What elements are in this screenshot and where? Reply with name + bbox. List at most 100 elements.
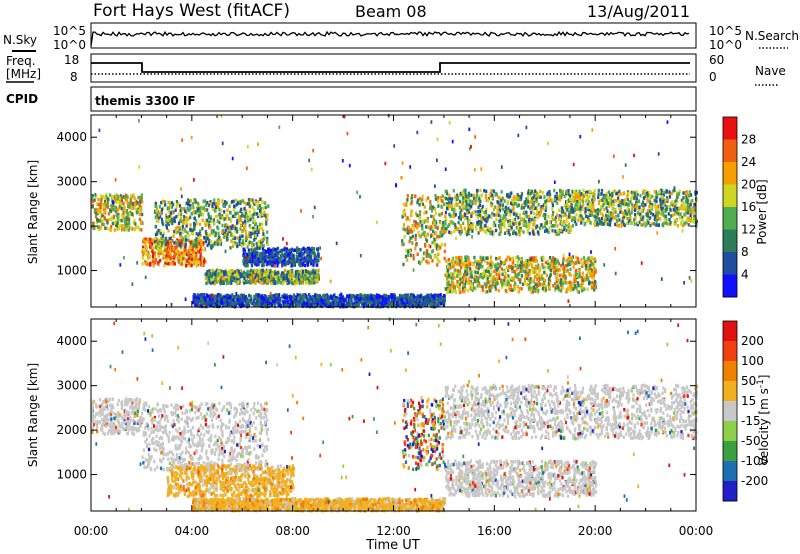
range-cell [444, 214, 447, 219]
range-cell [452, 260, 455, 265]
range-cell [430, 205, 433, 210]
range-cell [237, 274, 240, 279]
range-cell [535, 212, 538, 217]
range-cell [481, 209, 484, 213]
range-cell [583, 277, 586, 281]
range-cell [468, 225, 471, 229]
range-cell [308, 246, 311, 251]
range-cell [258, 222, 262, 227]
range-cell [578, 189, 581, 194]
range-cell [522, 264, 525, 268]
range-cell [156, 238, 159, 243]
range-cell [264, 252, 267, 257]
range-cell [537, 263, 540, 267]
range-cell [642, 191, 645, 195]
range-cell [526, 263, 529, 267]
range-cell [639, 194, 642, 198]
range-cell [122, 202, 125, 206]
range-cell [250, 270, 253, 274]
range-cell [642, 207, 645, 211]
range-cell [199, 241, 202, 245]
range-cell [510, 266, 514, 271]
range-cell [141, 262, 144, 266]
range-cell [248, 259, 251, 263]
range-cell [263, 210, 266, 215]
range-cell [587, 267, 590, 271]
range-cell [94, 208, 97, 212]
range-cell [593, 257, 596, 261]
range-cell [123, 214, 126, 218]
range-cell [458, 274, 461, 278]
range-cell [450, 200, 453, 205]
range-cell [614, 222, 617, 227]
range-cell [209, 202, 212, 206]
range-cell [229, 269, 232, 273]
range-cell [257, 240, 260, 244]
range-cell [177, 221, 180, 225]
range-cell [217, 235, 221, 239]
range-cell [244, 211, 247, 215]
range-cell [528, 219, 531, 223]
range-cell [259, 257, 262, 262]
range-cell [204, 223, 207, 227]
range-cell [272, 253, 275, 257]
range-cell [596, 212, 599, 216]
range-cell [165, 213, 168, 217]
range-cell [140, 193, 143, 197]
range-cell [479, 265, 482, 269]
range-cell [434, 254, 437, 259]
range-cell [284, 259, 287, 264]
range-cell [476, 189, 479, 193]
range-cell [680, 203, 683, 208]
range-cell [555, 261, 558, 265]
range-cell [419, 261, 422, 266]
range-cell [169, 253, 172, 257]
range-cell [244, 229, 247, 234]
range-cell [529, 280, 532, 284]
range-cell [610, 217, 613, 222]
range-cell [202, 263, 205, 268]
range-cell [204, 208, 207, 212]
range-cell [425, 239, 428, 243]
range-cell [301, 273, 304, 277]
range-cell [642, 200, 645, 204]
range-cell [287, 261, 290, 265]
range-cell [463, 273, 466, 277]
range-cell [453, 285, 456, 290]
range-cell [230, 275, 233, 280]
range-cell [532, 285, 535, 290]
range-cell [544, 278, 547, 283]
range-cell [492, 275, 495, 279]
range-cell [154, 202, 157, 206]
range-cell [273, 281, 276, 285]
range-cell [544, 260, 547, 265]
range-cell [253, 277, 256, 282]
range-cell [526, 276, 529, 280]
range-cell [649, 223, 652, 228]
range-cell [476, 220, 479, 225]
range-cell [193, 199, 196, 203]
range-cell [503, 281, 506, 286]
range-cell [277, 277, 280, 282]
range-cell [457, 269, 460, 273]
range-cell [317, 268, 320, 273]
range-cell [576, 196, 579, 200]
range-cell [286, 270, 290, 275]
range-cell [676, 209, 679, 214]
range-cell [283, 268, 287, 273]
range-cell [486, 284, 489, 288]
range-cell [536, 230, 539, 234]
range-cell [159, 251, 162, 255]
range-cell [246, 213, 249, 217]
range-cell [497, 266, 500, 270]
range-cell [618, 207, 621, 211]
range-cell [241, 239, 244, 243]
range-cell [556, 201, 559, 205]
range-cell [290, 253, 293, 258]
range-cell [236, 229, 239, 234]
range-cell [645, 222, 648, 226]
range-cell [603, 199, 606, 203]
range-cell [181, 227, 184, 232]
range-cell [562, 213, 565, 218]
range-cell [632, 204, 635, 208]
